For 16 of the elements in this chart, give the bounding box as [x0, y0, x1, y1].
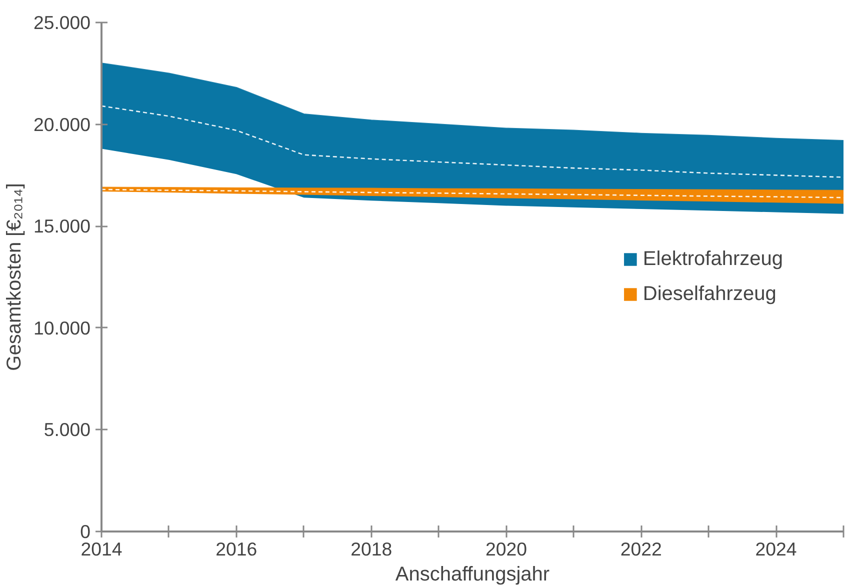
y-tick-label: 20.000	[33, 114, 90, 135]
line-series	[102, 188, 844, 198]
x-tick-label: 2020	[485, 538, 527, 560]
x-tick-label: 2024	[755, 538, 797, 560]
x-tick-label: 2018	[350, 538, 392, 560]
x-tick-label: 2016	[216, 538, 258, 560]
y-tick-label: 25.000	[33, 12, 90, 33]
y-axis-title: Gesamtkosten [€₂₀₁₄]	[3, 183, 26, 371]
x-tick-label: 2022	[620, 538, 662, 560]
y-tick-label: 10.000	[33, 317, 90, 338]
line-series	[102, 105, 844, 178]
legend-label: Dieselfahrzeug	[642, 282, 776, 306]
y-tick-label: 5.000	[44, 419, 90, 440]
legend-label: Elektrofahrzeug	[642, 248, 783, 270]
y-tick-label: 15.000	[33, 216, 90, 237]
x-axis-title: Anschaffungsjahr	[395, 564, 550, 586]
